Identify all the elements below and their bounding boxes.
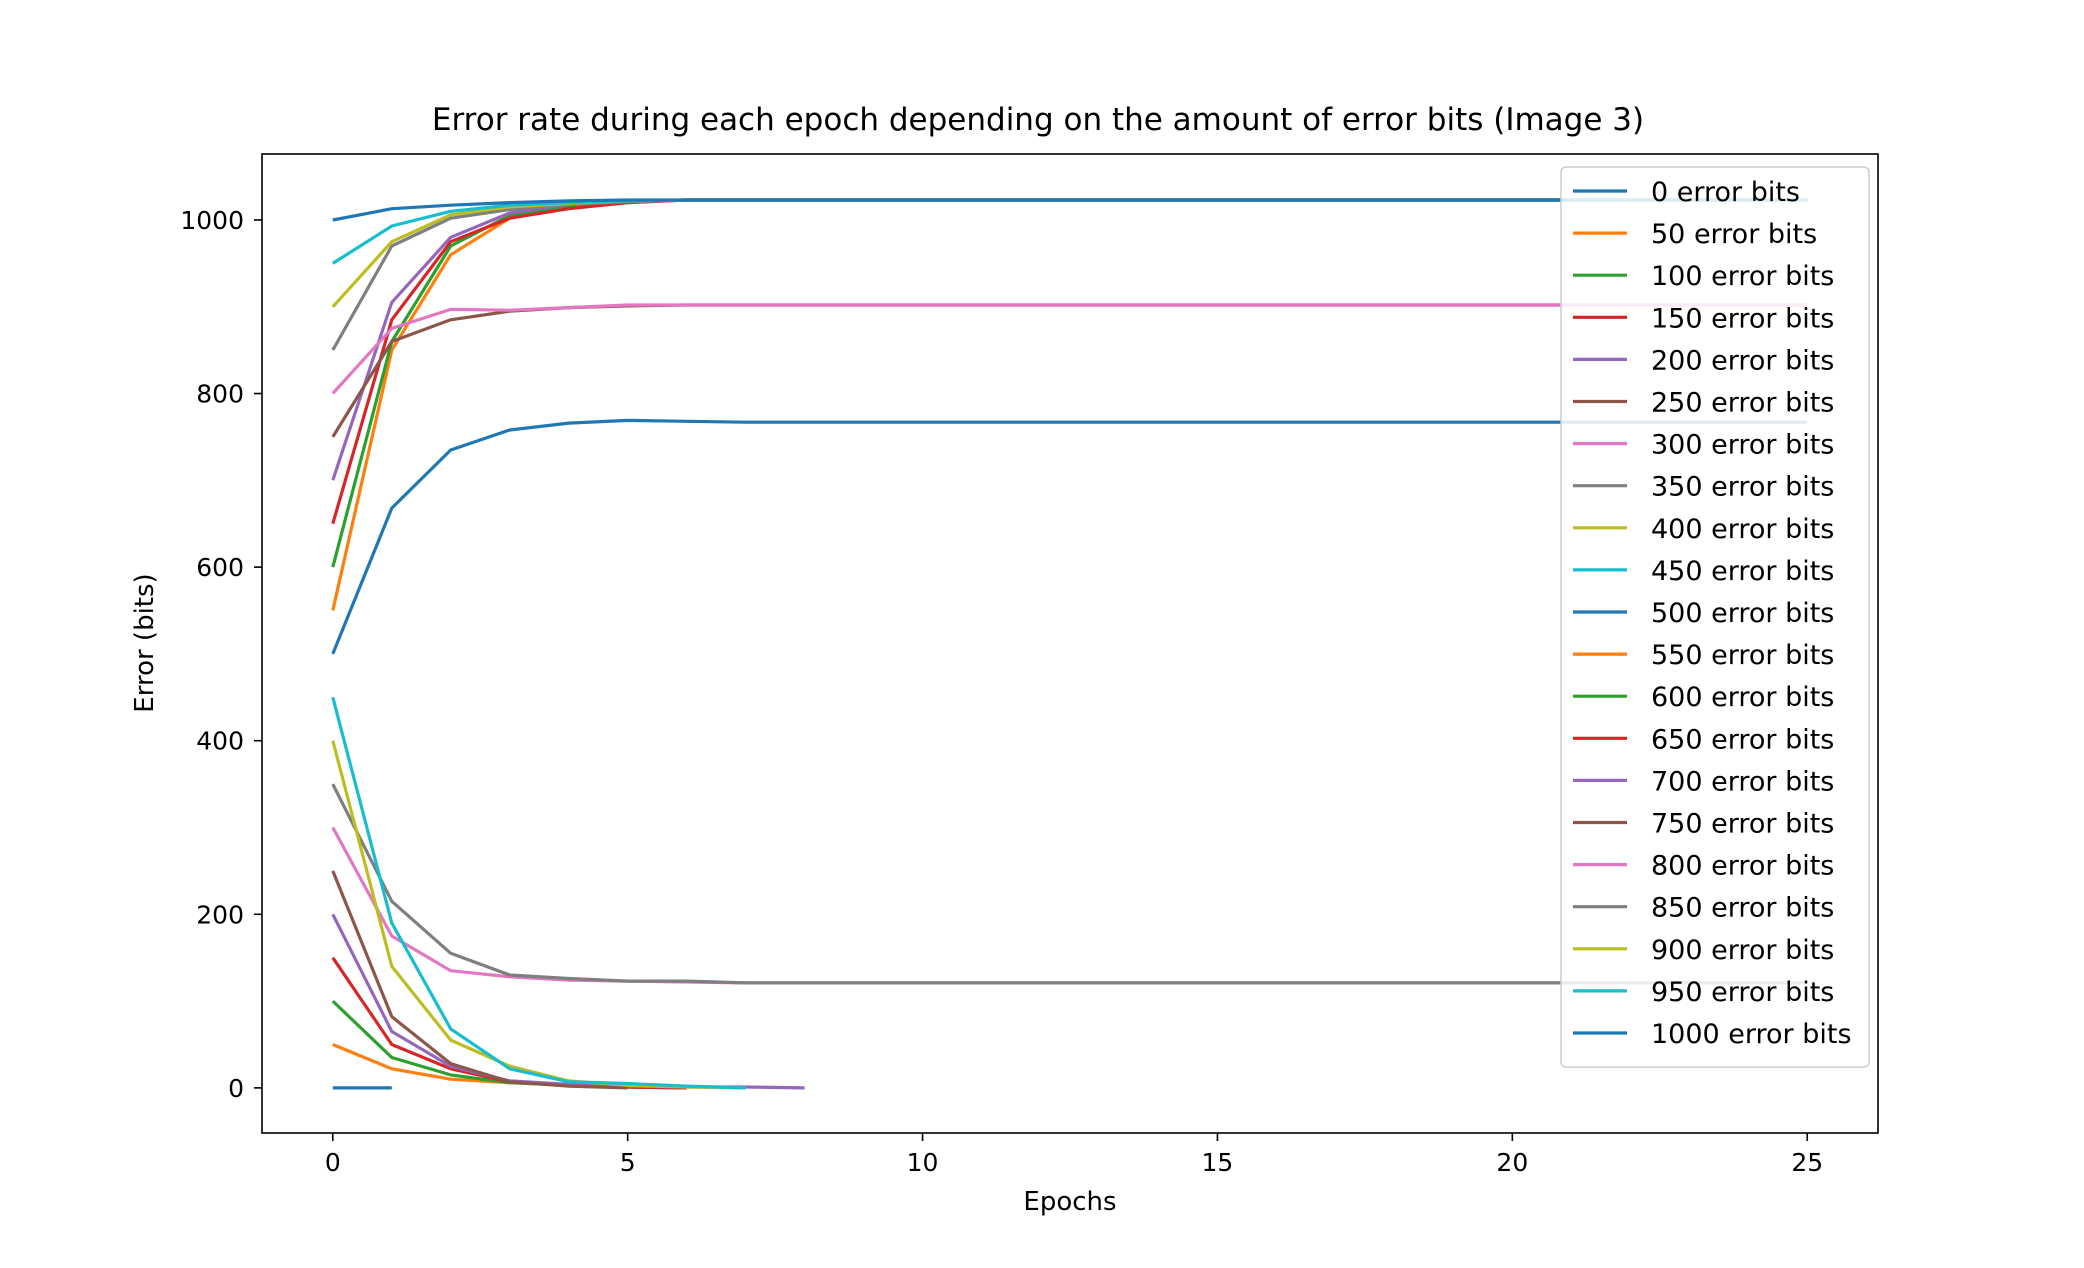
y-axis-label: Error (bits): [130, 573, 160, 712]
series-line-8: [331, 740, 746, 1090]
legend-entry-18: 900 error bits: [1651, 935, 1834, 966]
legend-entry-15: 750 error bits: [1651, 809, 1834, 840]
legend-entry-9: 450 error bits: [1651, 556, 1834, 587]
legend: 0 error bits 50 error bits 100 error bits 1…: [1560, 166, 1870, 1068]
legend-entry-6: 300 error bits: [1651, 430, 1834, 461]
y-tick-label: 600: [196, 553, 244, 582]
series-line-9: [331, 696, 746, 1090]
legend-entry-4: 200 error bits: [1651, 345, 1834, 376]
legend-entry-20: 1000 error bits: [1651, 1019, 1852, 1050]
legend-entry-19: 950 error bits: [1651, 977, 1834, 1008]
x-axis-label: Epochs: [1023, 1187, 1116, 1217]
chart-title: Error rate during each epoch depending o…: [432, 102, 1644, 138]
legend-entry-16: 800 error bits: [1651, 851, 1834, 882]
legend-entry-7: 350 error bits: [1651, 472, 1834, 503]
x-tick-label: 5: [620, 1148, 636, 1177]
legend-entry-2: 100 error bits: [1651, 261, 1834, 292]
y-tick-label: 0: [228, 1074, 244, 1103]
legend-entry-1: 50 error bits: [1651, 219, 1817, 250]
legend-entry-11: 550 error bits: [1651, 640, 1834, 671]
legend-entry-8: 400 error bits: [1651, 514, 1834, 545]
y-tick-label: 1000: [180, 206, 244, 235]
legend-entry-0: 0 error bits: [1651, 177, 1800, 208]
y-tick-label: 800: [196, 380, 244, 409]
x-tick-label: 20: [1496, 1148, 1528, 1177]
legend-entry-5: 250 error bits: [1651, 388, 1834, 419]
y-axis-ticks: 0 200 400 600 800 1000: [180, 206, 262, 1103]
y-tick-label: 200: [196, 900, 244, 929]
x-tick-label: 0: [325, 1148, 341, 1177]
axes-frame: [261, 153, 1879, 1134]
y-tick-label: 400: [196, 727, 244, 756]
legend-entry-13: 650 error bits: [1651, 724, 1834, 755]
x-axis-ticks: 0 5 10 15 20 25: [325, 1133, 1823, 1177]
legend-box: [1560, 166, 1870, 1068]
legend-entry-10: 500 error bits: [1651, 598, 1834, 629]
legend-entry-12: 600 error bits: [1651, 682, 1834, 713]
legend-entry-3: 150 error bits: [1651, 303, 1834, 334]
series-line-2: [331, 999, 687, 1090]
x-tick-label: 10: [907, 1148, 939, 1177]
series-line-5: [331, 870, 628, 1090]
legend-entry-17: 850 error bits: [1651, 893, 1834, 924]
legend-entry-14: 700 error bits: [1651, 766, 1834, 797]
x-tick-label: 25: [1791, 1148, 1823, 1177]
x-tick-label: 15: [1202, 1148, 1234, 1177]
